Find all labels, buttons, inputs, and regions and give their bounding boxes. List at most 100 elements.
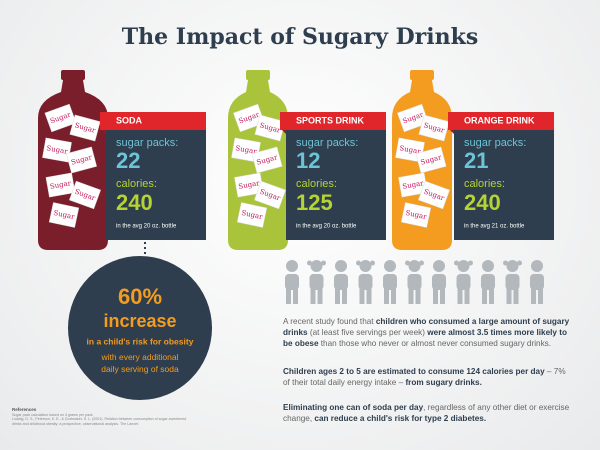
body [530,274,544,290]
callout-percent: 60% [118,284,162,309]
sugar-packet: Sugar [69,180,101,210]
sugar-label: sugar packs: [296,137,358,149]
sugar-packs: 22 [116,148,140,173]
packet-label: Sugar [238,179,261,191]
sugar-packet: Sugar [236,202,268,228]
sugar-packet: Sugar [233,103,265,133]
head [359,260,372,272]
sugar-label: sugar packs: [116,137,178,149]
packet [69,180,101,210]
leg [482,288,487,304]
leg [310,288,316,304]
bottle-note: in the avg 20 oz. bottle [296,224,357,230]
bold-text: were almost 3.5 times more likely to be … [283,328,567,348]
banner [448,112,554,130]
calories: 240 [464,190,501,215]
pigtail [405,260,410,266]
child-icon [334,260,348,304]
panel [454,130,554,240]
paragraph: A recent study found that children who c… [283,316,573,349]
packet [400,202,432,228]
packet-label: Sugar [235,144,258,156]
pigtail [307,260,312,266]
bold-text: children who consumed a large amount of … [283,317,570,337]
pigtail [468,260,473,266]
sugar-packet: Sugar [254,114,286,142]
bold-text: can reduce a child's risk for type 2 dia… [314,414,487,423]
head [531,260,543,272]
packet [66,146,97,174]
bold-text: Eliminating one can of soda per day [283,403,424,412]
calories: 240 [116,190,153,215]
references: References Sugar pack calculation based o… [12,407,242,426]
sugar-packet: Sugar [418,114,450,142]
text: (at least five servings per week) [307,328,428,337]
reference-line: Sugar pack calculation based on 4 grams … [12,412,93,417]
body [407,274,422,290]
bottle-note: in the avg 21 oz. bottle [464,224,525,230]
packet [254,180,286,210]
paragraph: Children ages 2 to 5 are estimated to co… [283,366,573,388]
leg [457,288,463,304]
drink-name: SPORTS DRINK [296,115,365,125]
calories: 125 [296,190,333,215]
leg [342,288,347,304]
packet [42,137,72,163]
sugar-packet: Sugar [251,146,283,174]
packet [233,103,265,133]
bottle-note: in the avg 20 oz. bottle [116,224,177,230]
pigtail [370,260,375,266]
leg [513,288,519,304]
leg [359,288,365,304]
child-icon [307,260,326,304]
leg [408,288,414,304]
leg [366,288,372,304]
leg [415,288,421,304]
body [309,274,324,290]
pigtail [517,260,522,266]
sugar-packet: Sugar [418,180,450,210]
child-icon [405,260,424,304]
sugar-packet: Sugar [42,137,72,163]
sugar-label: sugar packs: [464,137,526,149]
callout-detail: in a child's risk for obesity [87,336,194,346]
sugar-packet: Sugar [397,103,429,133]
pigtail [454,260,459,266]
banner [100,112,206,130]
body [456,274,471,290]
packet-label: Sugar [49,179,72,191]
text: – 7% of their total daily energy intake … [283,367,566,387]
head [482,260,494,272]
head [408,260,421,272]
banner [280,112,386,130]
body [358,274,373,290]
child-icon [481,260,495,304]
head [335,260,347,272]
reference-line: Ludwig, D. S., Peterson, K. E., & Gortma… [12,417,187,422]
packet-label: Sugar [46,144,69,156]
title: The Impact of Sugary Drinks [122,24,478,50]
leg [335,288,340,304]
leg [433,288,438,304]
body [334,274,348,290]
paragraph: Eliminating one can of soda per day, reg… [283,402,573,424]
sugar-packet: Sugar [415,146,447,174]
body [481,274,495,290]
sugar-packet: Sugar [69,114,101,142]
child-icon [503,260,522,304]
packet [45,172,76,198]
child-icon [285,260,299,304]
body [285,274,299,290]
sugar-packs: 12 [296,148,320,173]
leg [286,288,291,304]
sugar-packet: Sugar [45,172,76,198]
callout-circle [68,256,212,400]
child-icon [383,260,397,304]
leg [384,288,389,304]
bold-text: Children ages 2 to 5 are estimated to co… [283,367,545,376]
bold-text: from sugary drinks. [405,378,482,387]
leg [317,288,323,304]
callout-subtext: with every additional daily serving of so… [100,352,179,374]
pigtail [356,260,361,266]
calories-label: calories: [464,178,505,190]
